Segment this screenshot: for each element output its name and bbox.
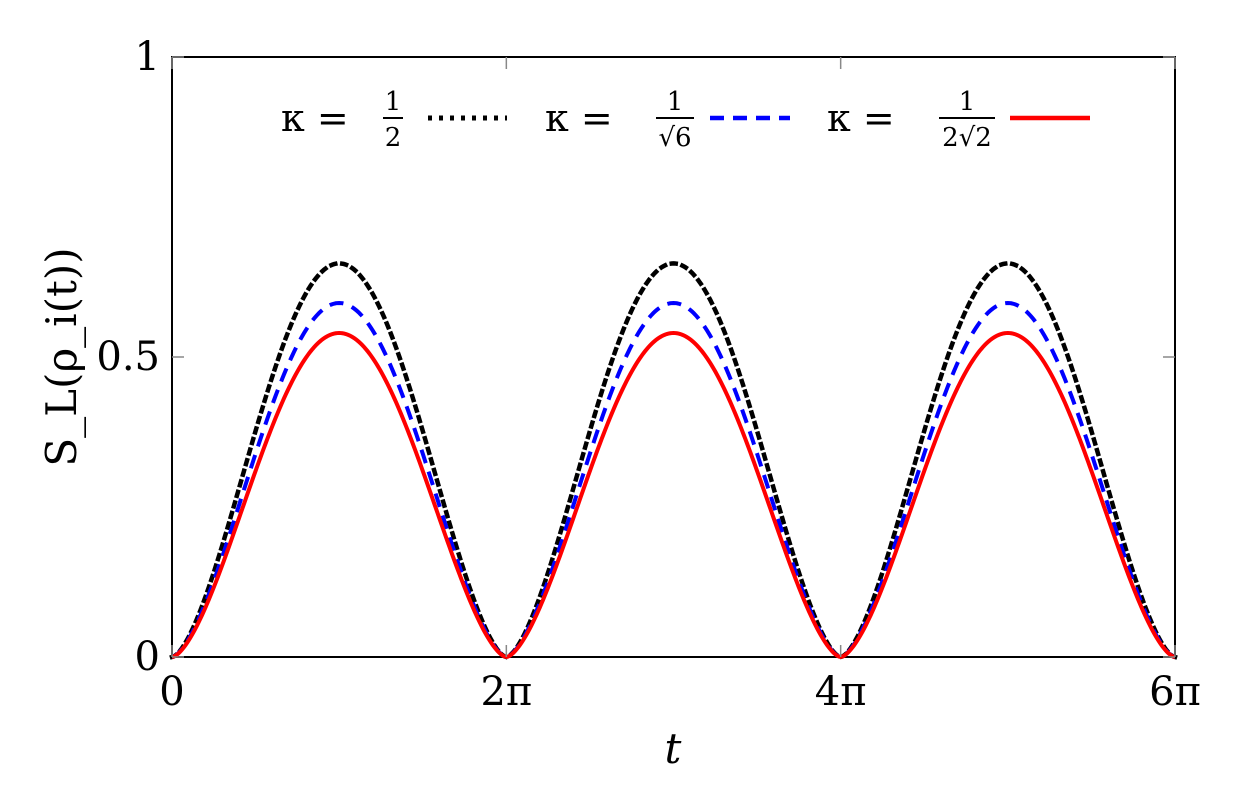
- ticks-layer: 0 2π 4π 6π 0 0.5 1: [96, 34, 1201, 715]
- series-line-2: [171, 300, 1176, 660]
- y-axis-label-text: S_L(ρ_i(t)): [37, 247, 86, 466]
- legend-numerator: 1: [385, 87, 402, 117]
- legend-label: κ =: [545, 96, 613, 140]
- legend-entry-1: κ = 1 2: [281, 87, 507, 153]
- x-axis-label: t: [665, 724, 682, 773]
- legend-entry-3: κ = 1 2√2: [827, 87, 1090, 153]
- y-axis-label: S_L(ρ_i(t)): [37, 247, 86, 466]
- series-line-3: [171, 330, 1176, 660]
- legend-denominator: 2√2: [942, 123, 992, 153]
- legend-denominator: 2: [385, 123, 402, 153]
- x-tick-label: 0: [159, 669, 184, 715]
- legend-entry-2: κ = 1 √6: [545, 87, 790, 153]
- legend-label: κ =: [281, 96, 349, 140]
- y-tick-label: 0: [135, 634, 160, 680]
- legend-label: κ =: [827, 96, 895, 140]
- legend-numerator: 1: [667, 87, 684, 117]
- legend-denominator: √6: [658, 123, 691, 153]
- series-layer: [169, 261, 1178, 660]
- y-tick-label: 1: [135, 34, 160, 80]
- x-tick-label: 4π: [815, 669, 867, 715]
- legend-numerator: 1: [959, 87, 976, 117]
- x-tick-label: 6π: [1149, 669, 1201, 715]
- x-tick-label: 2π: [480, 669, 532, 715]
- series-line-1: [169, 261, 1178, 660]
- y-tick-label: 0.5: [96, 334, 160, 380]
- legend: κ = 1 2 κ = 1 √6 κ = 1 2√2: [281, 87, 1090, 153]
